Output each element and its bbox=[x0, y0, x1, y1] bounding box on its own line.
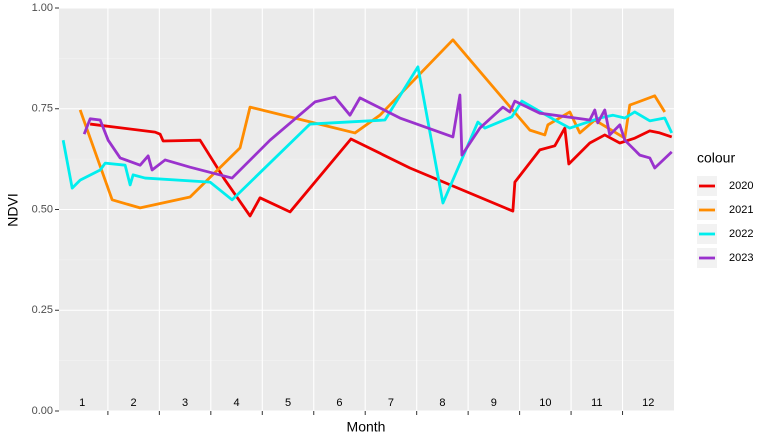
y-tick-label: 0.00 bbox=[32, 405, 53, 417]
legend-label: 2023 bbox=[729, 252, 753, 264]
x-tick-label: 4 bbox=[233, 397, 239, 409]
x-tick-label: 2 bbox=[131, 397, 137, 409]
x-tick-label: 11 bbox=[591, 397, 602, 409]
x-tick-label: 1 bbox=[79, 397, 85, 409]
legend-label: 2020 bbox=[729, 180, 753, 192]
legend-label: 2022 bbox=[729, 228, 753, 240]
x-axis-title: Month bbox=[347, 419, 386, 435]
y-tick-label: 1.00 bbox=[32, 2, 53, 14]
x-tick-label: 5 bbox=[285, 397, 291, 409]
x-tick-label: 6 bbox=[336, 397, 342, 409]
legend-label: 2021 bbox=[729, 204, 753, 216]
line bbox=[61, 65, 674, 205]
line bbox=[89, 122, 673, 218]
y-tick-label: 0.25 bbox=[32, 304, 53, 316]
y-axis-title: NDVI bbox=[5, 193, 21, 226]
x-tick-label: 12 bbox=[642, 397, 654, 409]
x-tick-label: 10 bbox=[539, 397, 551, 409]
legend-title: colour bbox=[697, 150, 735, 166]
line bbox=[82, 93, 673, 180]
x-tick-label: 9 bbox=[491, 397, 497, 409]
x-tick-label: 3 bbox=[182, 397, 188, 409]
x-tick-label: 8 bbox=[439, 397, 445, 409]
y-tick-label: 0.75 bbox=[32, 103, 53, 115]
x-tick-label: 7 bbox=[388, 397, 394, 409]
y-tick-label: 0.50 bbox=[32, 203, 53, 215]
